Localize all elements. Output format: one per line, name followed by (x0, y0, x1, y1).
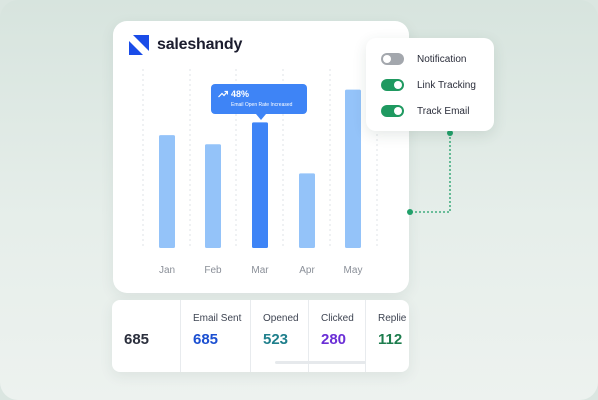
saleshandy-logo-icon (129, 35, 149, 55)
x-tick-label: Apr (299, 265, 315, 276)
notification-toggle[interactable] (381, 53, 404, 65)
stat-replies: Replie 112 (365, 300, 409, 372)
link-tracking-toggle[interactable] (381, 79, 404, 91)
stat-label: Replie (378, 313, 407, 324)
horizontal-scrollbar[interactable] (275, 361, 366, 364)
trending-up-icon (218, 90, 228, 98)
stat-email-sent: Email Sent 685 (180, 300, 251, 372)
stat-value: 523 (263, 331, 289, 348)
email-stats-card: 685 Email Sent 685 Opened 523 Clicked 28… (112, 300, 409, 372)
stats-total: 685 (124, 331, 150, 348)
stat-label: Email Sent (193, 313, 242, 324)
chart-tooltip: 48% Email Open Rate Increased (211, 84, 307, 120)
bar-feb[interactable] (205, 144, 221, 248)
x-tick-label: May (344, 265, 363, 276)
tracking-settings-card: Notification Link Tracking Track Email (366, 38, 494, 131)
setting-label: Notification (417, 53, 467, 65)
tooltip-caption: Email Open Rate Increased (231, 102, 293, 108)
stat-clicked: Clicked 280 (308, 300, 366, 372)
stat-value: 112 (378, 331, 403, 348)
tooltip-value: 48% (231, 89, 250, 99)
stat-value: 685 (193, 331, 219, 348)
x-tick-label: Feb (204, 265, 222, 276)
bar-apr[interactable] (299, 173, 315, 248)
stat-value: 280 (321, 331, 347, 348)
setting-row-track-email: Track Email (381, 105, 469, 117)
stat-label: Opened (263, 313, 299, 324)
stat-label: Clicked (321, 313, 354, 324)
bar-jan[interactable] (159, 135, 175, 248)
x-tick-label: Mar (251, 265, 269, 276)
brand-logo: saleshandy (129, 35, 242, 55)
brand-name: saleshandy (157, 36, 243, 53)
setting-label: Track Email (417, 105, 470, 117)
bar-may[interactable] (345, 89, 361, 248)
bar-mar[interactable] (252, 122, 268, 248)
bar-chart: Jan Feb Mar Apr May (142, 69, 378, 276)
track-email-toggle[interactable] (381, 105, 404, 117)
x-tick-label: Jan (159, 265, 175, 276)
setting-label: Link Tracking (417, 79, 476, 91)
analytics-chart-card: saleshandy Jan Feb Mar Apr May 48% Email Ope… (113, 21, 409, 293)
setting-row-link-tracking: Link Tracking (381, 79, 476, 91)
stat-opened: Opened 523 (250, 300, 309, 372)
setting-row-notification: Notification (381, 53, 466, 65)
